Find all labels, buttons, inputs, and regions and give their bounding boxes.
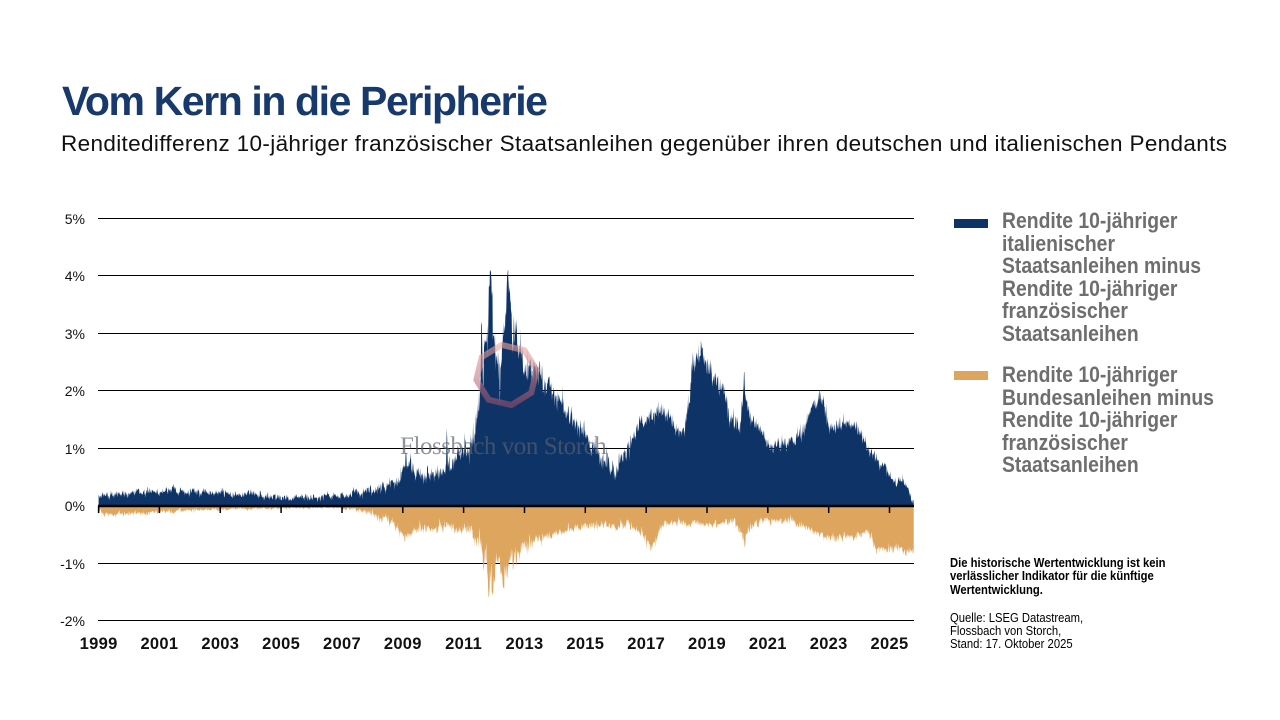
svg-text:Flossbach von Storch: Flossbach von Storch [400,433,607,460]
